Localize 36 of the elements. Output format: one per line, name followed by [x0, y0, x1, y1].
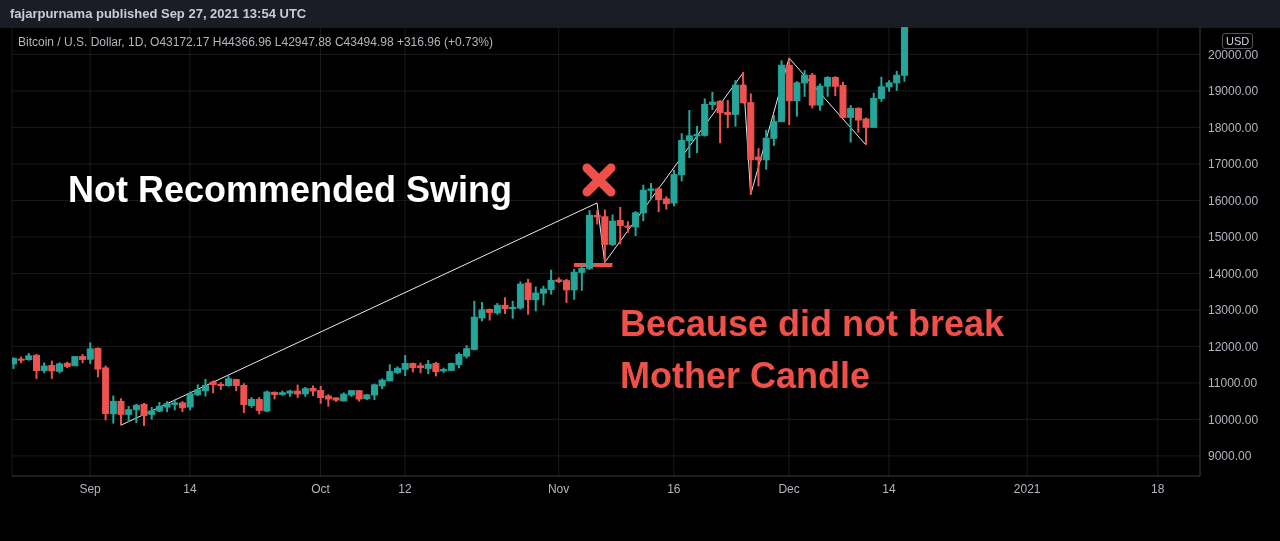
- candlestick: [524, 277, 532, 316]
- x-tick-label: Sep: [79, 481, 102, 496]
- candlestick: [117, 397, 125, 427]
- candlestick: [86, 341, 94, 365]
- y-tick-label: 20000.00: [1208, 47, 1259, 62]
- y-tick-label: 11000.00: [1208, 376, 1258, 391]
- x-tick-label: 12: [398, 481, 413, 496]
- y-tick-label: 19000.00: [1208, 84, 1259, 99]
- y-tick-label: 12000.00: [1208, 339, 1259, 354]
- chart-subtitle: fajarpurnama published Sep 27, 2021 13:54 UTC: [10, 6, 307, 21]
- candlestick: [140, 401, 148, 427]
- y-tick-label: 18000.00: [1208, 120, 1259, 135]
- x-tick-label: Dec: [778, 481, 800, 496]
- annotation: Because did not break Mother Candle: [620, 302, 1006, 398]
- annotation: Not Recommended Swing: [68, 168, 514, 212]
- candlestick: [609, 213, 617, 248]
- y-tick-label: 15000.00: [1208, 230, 1259, 245]
- x-tick-label: 18: [1151, 481, 1165, 496]
- text: Bitcoin / U.S. Dollar, 1D, O43172.17 H44366.96 L42947.88 C43494.98 +316.96 (+0.73%): [18, 35, 493, 49]
- y-tick-label: 16000.00: [1208, 193, 1259, 208]
- candlestick: [847, 104, 855, 144]
- x-tick-label: Nov: [547, 481, 570, 496]
- candlestick: [48, 359, 56, 380]
- candlestick: [109, 394, 117, 425]
- y-tick-label: 13000.00: [1208, 303, 1259, 318]
- y-tick-label: 10000.00: [1208, 412, 1259, 427]
- x-tick-label: 14: [183, 481, 197, 496]
- candlestick: [32, 353, 40, 380]
- y-tick-label: 9000.00: [1208, 449, 1252, 464]
- x-tick-label: 16: [667, 481, 681, 496]
- y-tick-label: 14000.00: [1208, 266, 1259, 281]
- y-axis-title: USD: [1222, 33, 1254, 49]
- x-tick-label: Oct: [311, 481, 331, 496]
- x-tick-label: 14: [882, 481, 896, 496]
- y-tick-label: 17000.00: [1208, 157, 1259, 172]
- x-tick-label: 2021: [1013, 481, 1041, 496]
